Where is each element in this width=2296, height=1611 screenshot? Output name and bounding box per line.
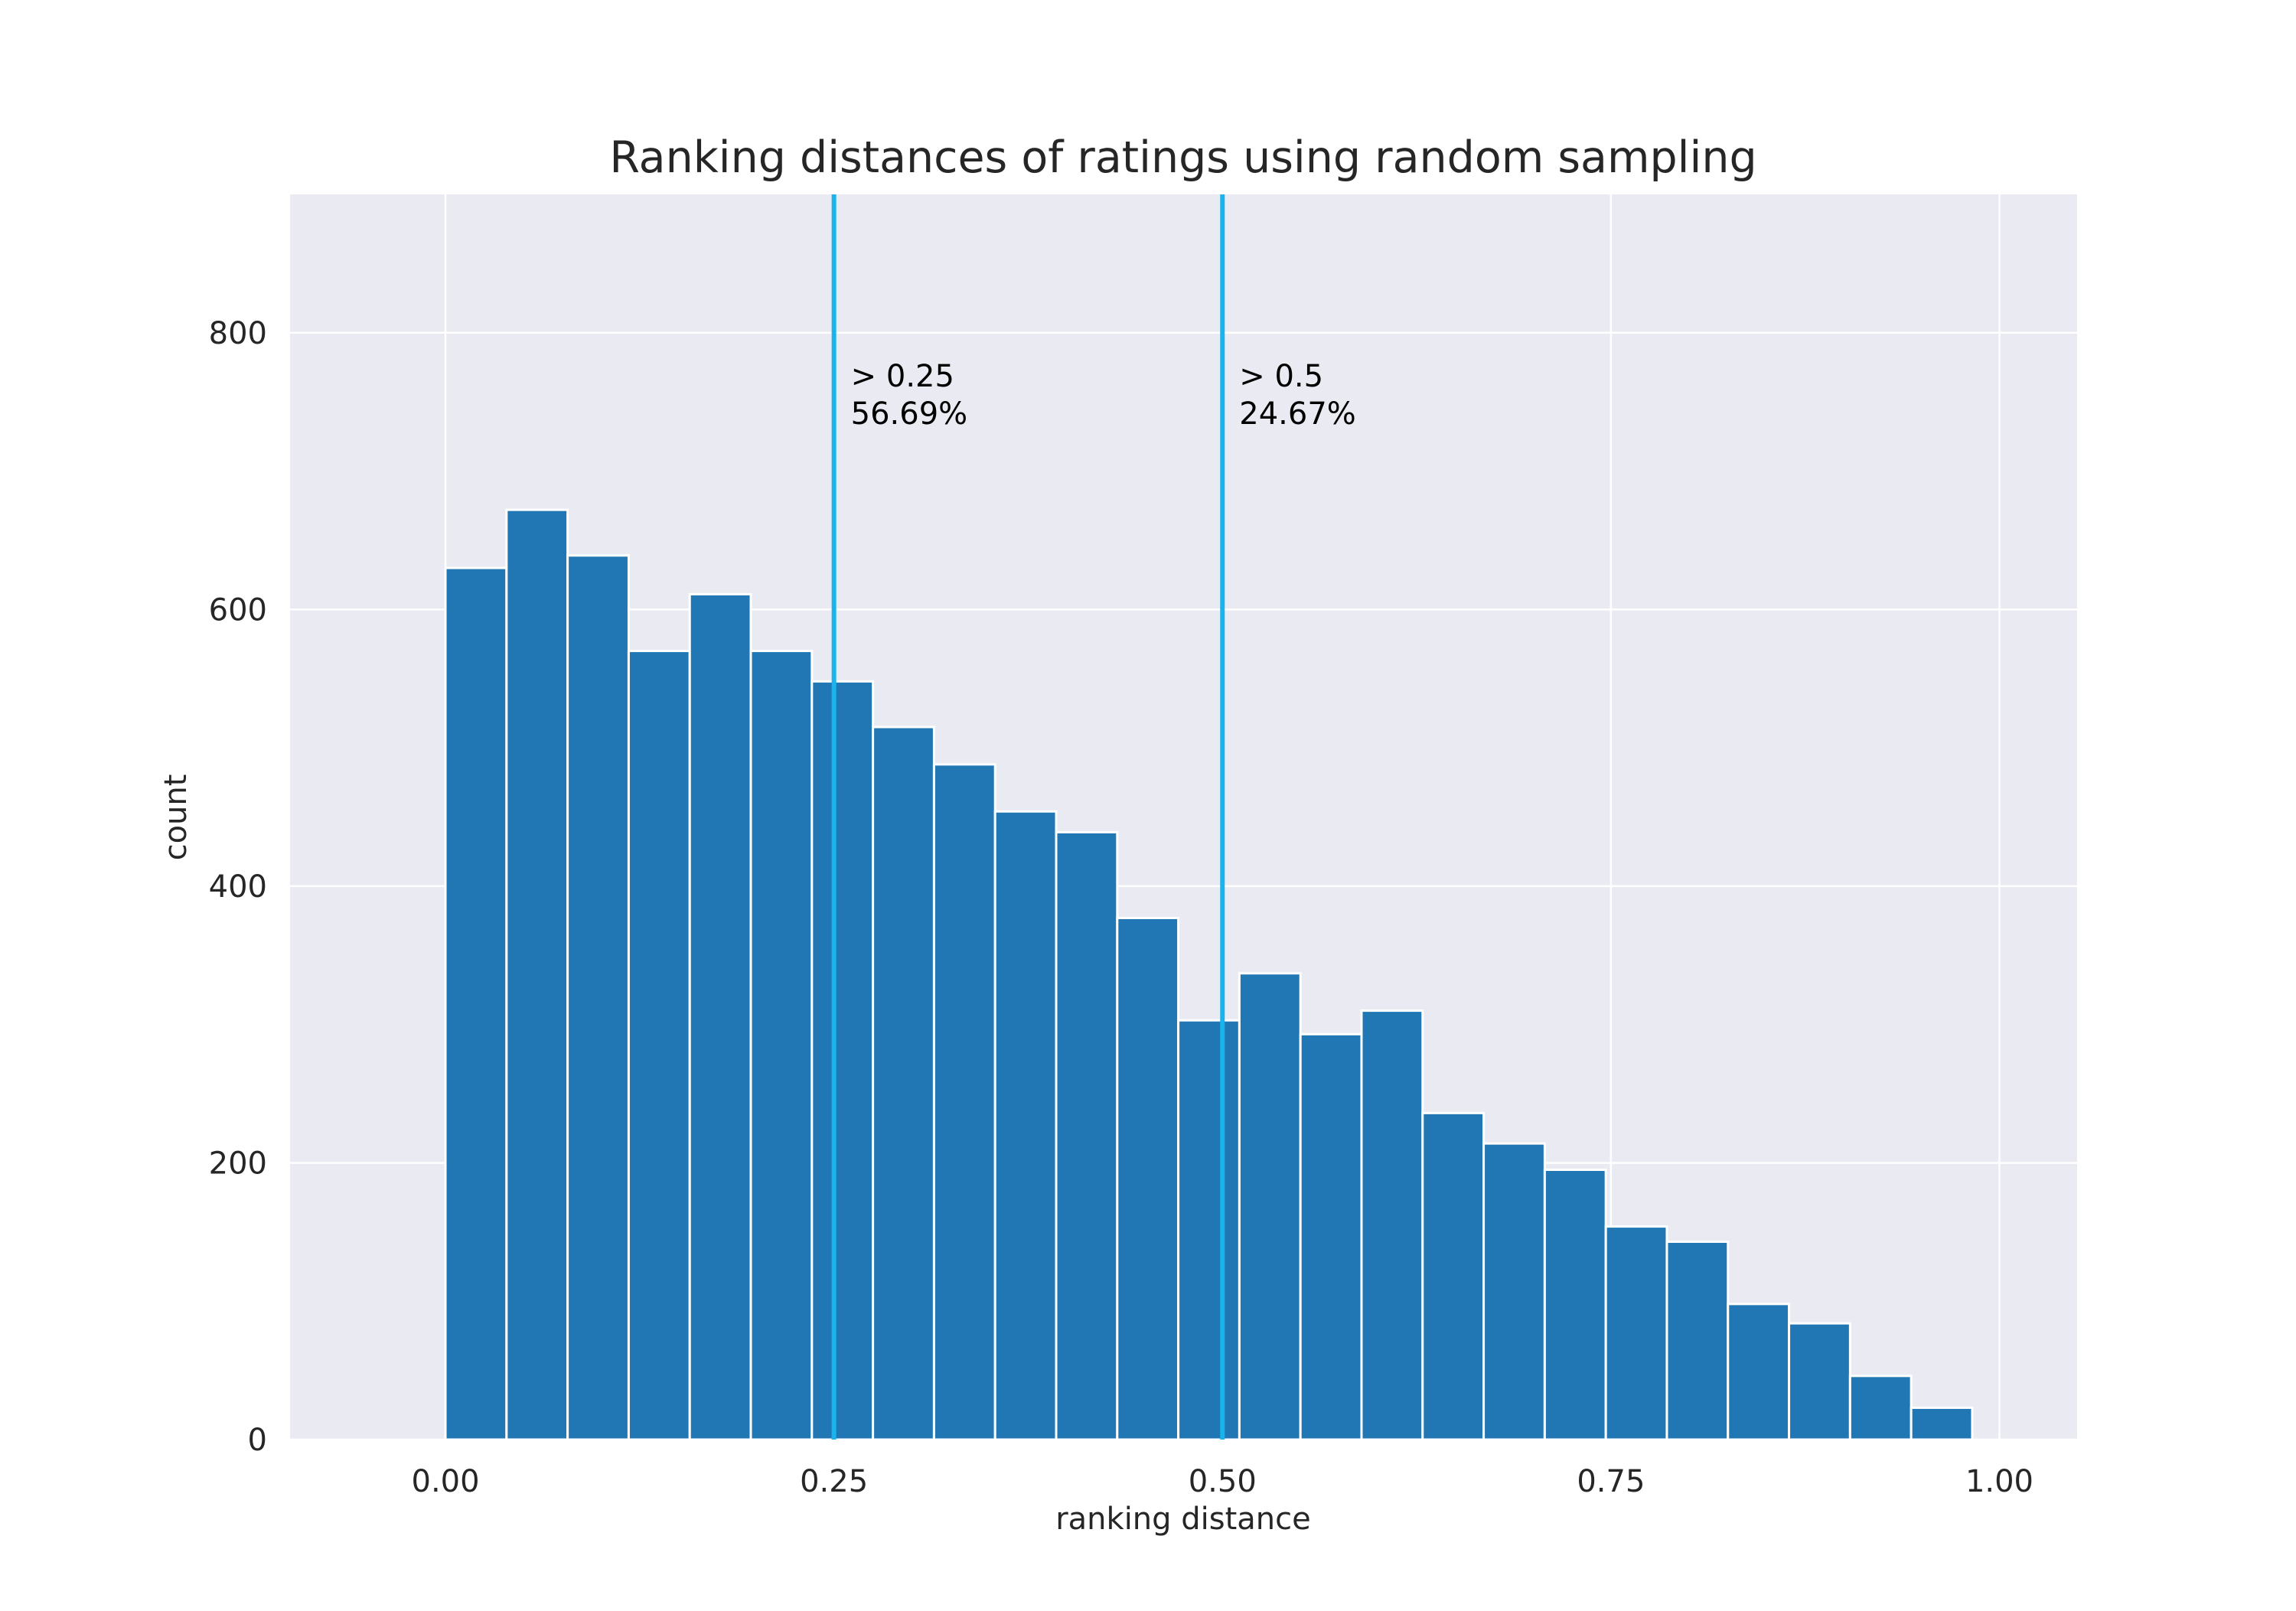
y-tick-label: 400 [209,869,267,905]
threshold-percentage: 24.67% [1239,396,1356,432]
histogram-bar [872,726,935,1441]
histogram-bar [1727,1303,1791,1441]
x-tick-label: 1.00 [1965,1464,2033,1499]
x-tick-label: 0.75 [1577,1464,1645,1499]
histogram-bar [749,650,814,1441]
x-tick-label: 0.00 [412,1464,480,1499]
y-tick-label: 800 [209,316,267,351]
histogram-bar [993,810,1058,1441]
histogram-bar [1116,916,1180,1441]
x-tick-label: 0.25 [800,1464,868,1499]
histogram-bar [688,592,752,1441]
histogram-bar [1177,1019,1241,1441]
threshold-label: > 0.5 [1239,359,1323,394]
histogram-bar [932,763,996,1441]
histogram-bar [444,566,508,1441]
histogram-bar [1788,1322,1851,1441]
axis-ticks: 0.00 0.25 0.50 0.75 1.00 0 200 400 600 800 [209,316,2033,1499]
threshold-label: > 0.25 [851,359,954,394]
histogram-bar [1665,1240,1730,1441]
x-tick-label: 0.50 [1189,1464,1257,1499]
threshold-percentage: 56.69% [851,396,968,432]
histogram-bar [1421,1111,1486,1441]
histogram-bars [444,508,1974,1441]
histogram-bar [1360,1009,1424,1441]
histogram-bar [1910,1406,1974,1441]
histogram-bar [1848,1375,1913,1441]
chart-title: Ranking distances of ratings using rando… [609,132,1756,183]
histogram-bar [1482,1142,1546,1441]
histogram-bar [627,650,691,1441]
histogram-bar [810,680,875,1441]
histogram-bar [1543,1168,1607,1441]
y-tick-label: 200 [209,1146,267,1181]
histogram-bar [566,554,630,1441]
histogram-bar [1055,830,1119,1441]
histogram-bar [1238,972,1302,1441]
y-tick-label: 600 [209,592,267,628]
y-tick-label: 0 [248,1423,267,1458]
histogram-bar [505,508,569,1441]
histogram-bar [1604,1225,1668,1441]
x-axis-label: ranking distance [1055,1502,1311,1537]
y-axis-label: count [158,775,194,861]
histogram-bar [1299,1032,1363,1441]
